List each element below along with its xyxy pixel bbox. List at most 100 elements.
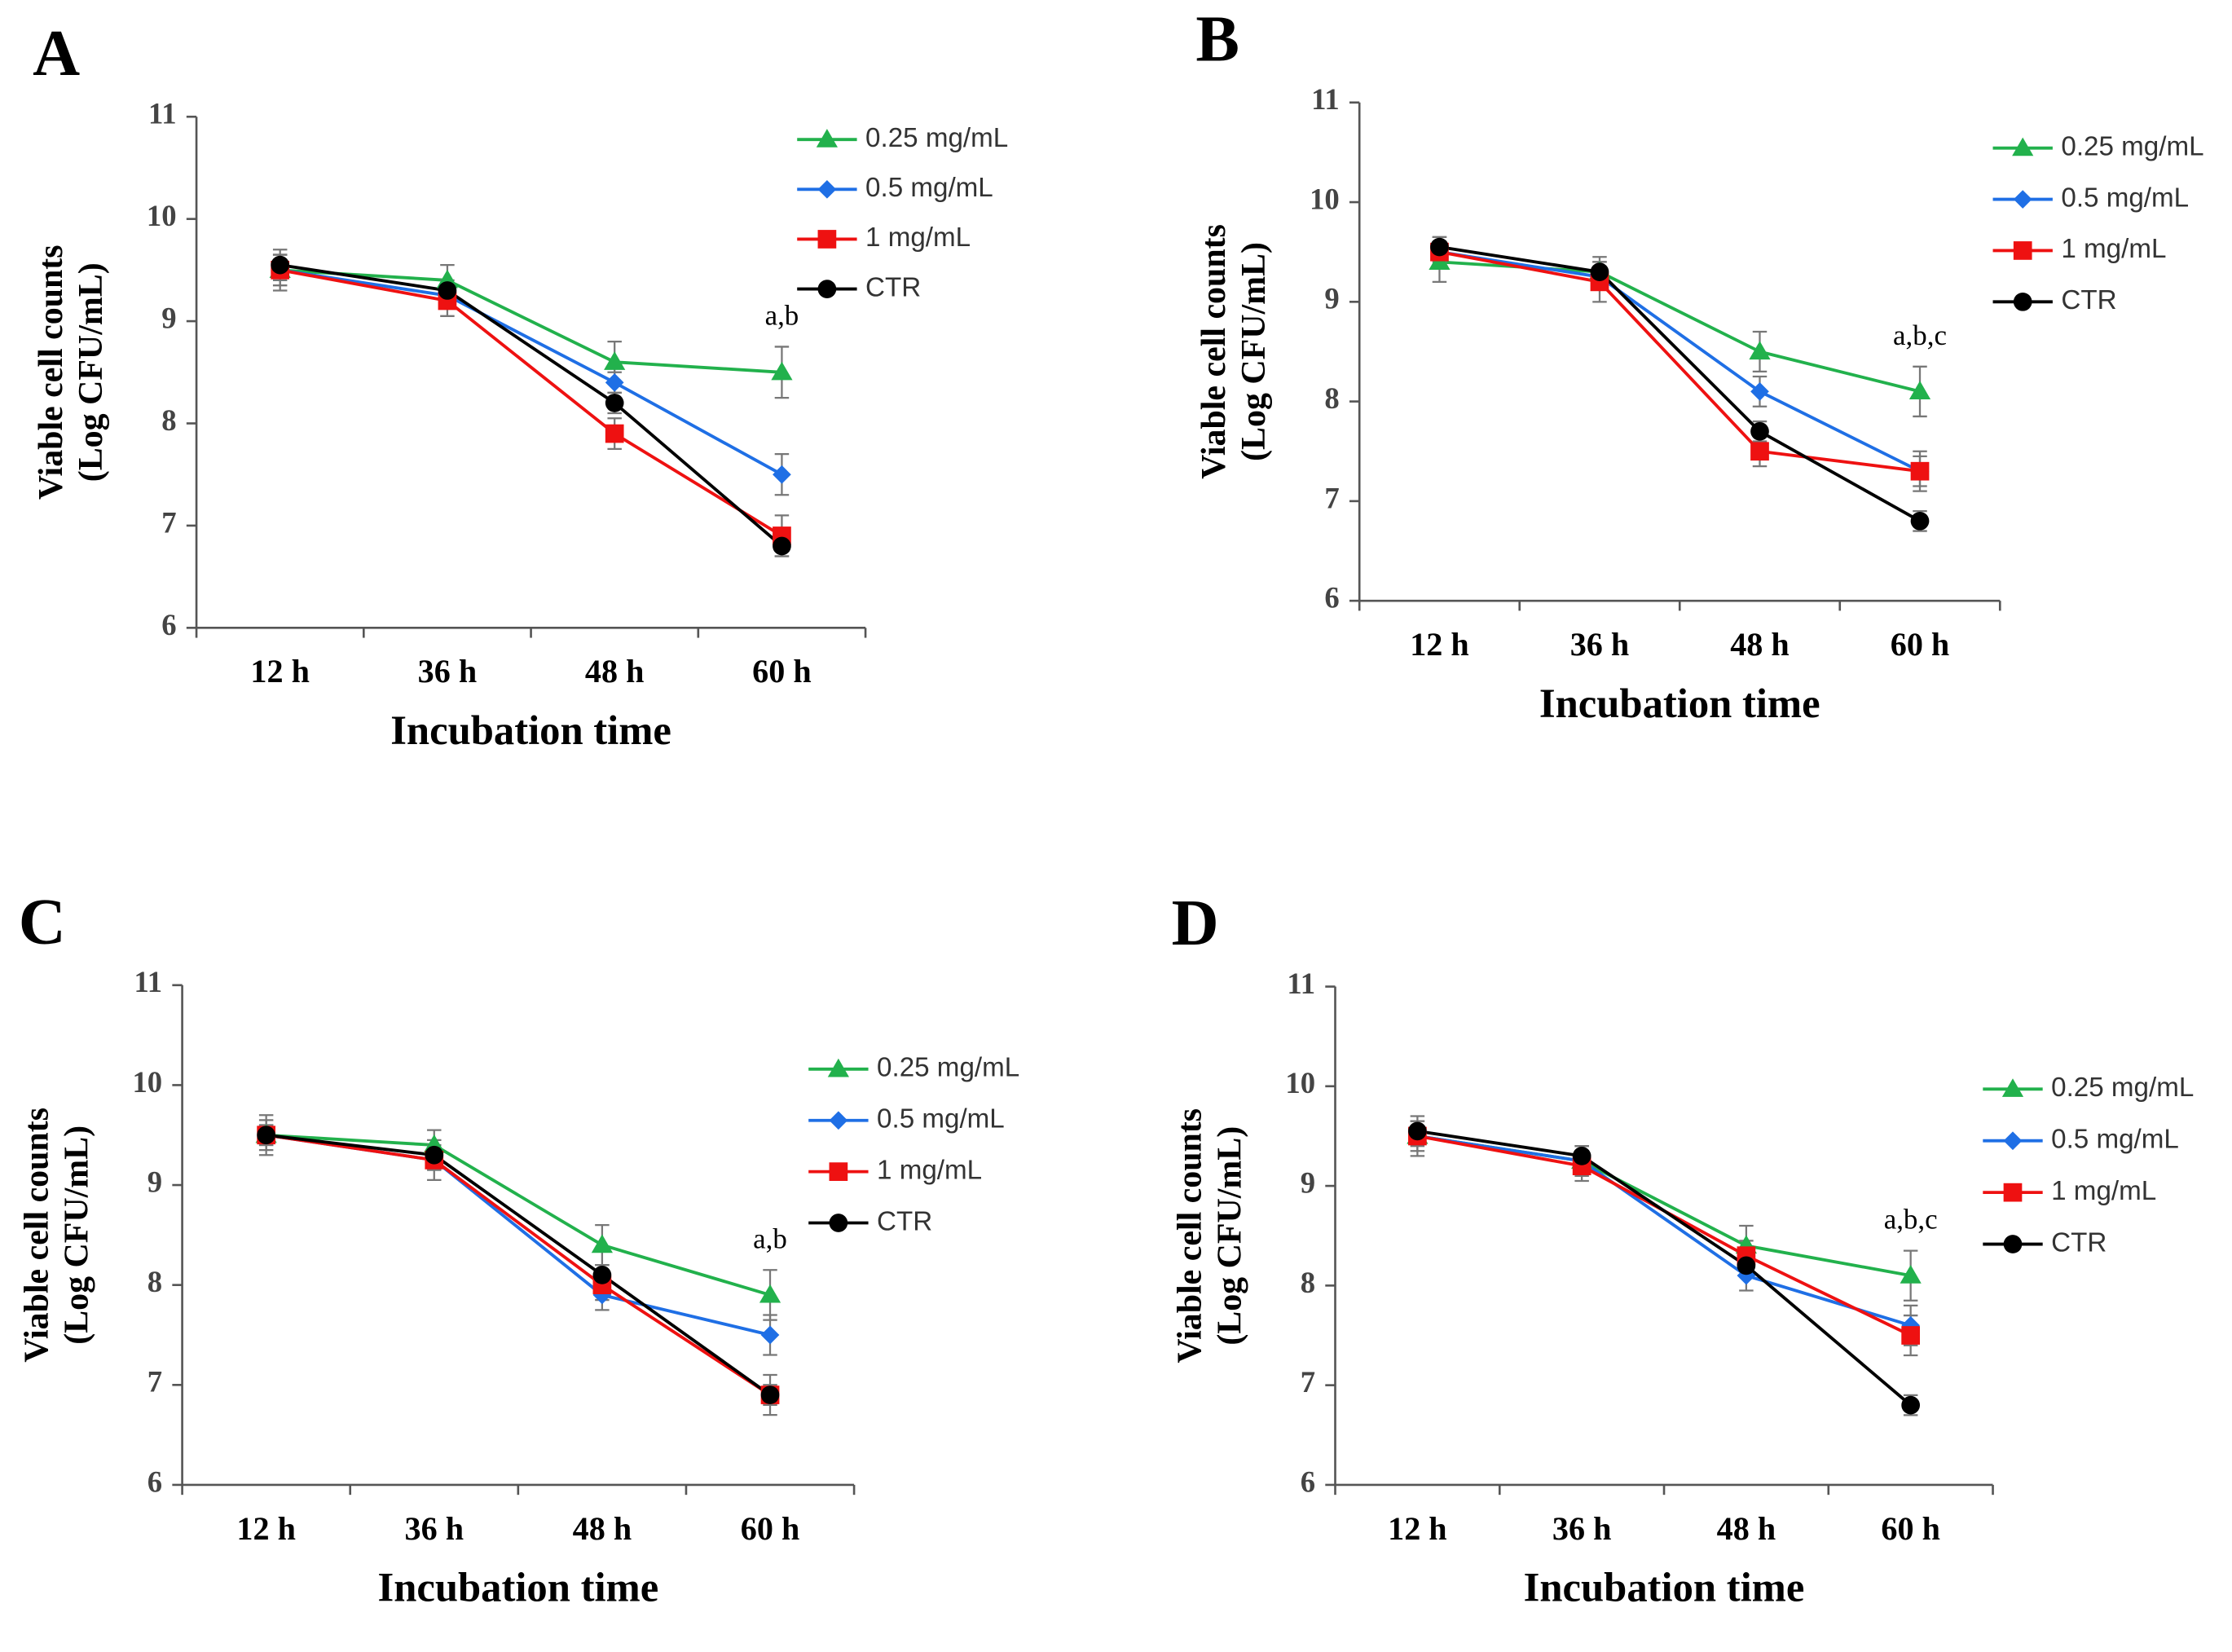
marker: [425, 1145, 444, 1165]
legend-label: 0.25 mg/mL: [877, 1053, 1019, 1083]
y-tick-label: 11: [1311, 82, 1340, 116]
y-tick-label: 9: [147, 1165, 162, 1198]
annotation: a,b,c: [1893, 319, 1947, 351]
x-tick-label: 48 h: [1717, 1510, 1776, 1547]
x-tick-label: 12 h: [1410, 626, 1469, 663]
y-tick-label: 11: [1287, 967, 1315, 1000]
annotation: a,b: [765, 300, 799, 332]
marker: [1750, 442, 1769, 461]
legend-label: CTR: [2051, 1227, 2107, 1258]
series-line: [1417, 1134, 1912, 1278]
y-tick-label: 10: [1285, 1066, 1315, 1099]
series-line: [280, 263, 783, 548]
marker: [1750, 382, 1769, 401]
x-tick-label: 36 h: [1552, 1510, 1612, 1547]
y-tick-label: 6: [147, 1465, 162, 1498]
marker: [591, 1234, 614, 1253]
y-tick-label: 8: [147, 1265, 162, 1298]
series-line: [1439, 245, 1921, 523]
marker: [771, 361, 793, 381]
panel-label: C: [19, 885, 66, 958]
marker: [1910, 511, 1930, 531]
y-tick-label: 7: [161, 505, 176, 539]
marker: [773, 465, 791, 484]
panel-label: D: [1172, 887, 1219, 959]
marker: [438, 281, 457, 300]
marker: [2003, 1183, 2023, 1202]
marker: [257, 1126, 276, 1145]
x-axis-title: Incubation time: [1539, 681, 1820, 726]
y-tick-label: 8: [1324, 381, 1339, 415]
series-line: [280, 268, 783, 476]
x-tick-label: 36 h: [418, 653, 478, 689]
chart-panel: A 6 7 8 9 10 11 12 h 36 h 48 h 60 h Incubation time…: [33, 17, 1008, 753]
y-tick-label: 11: [148, 97, 177, 130]
series-line: [1417, 1134, 1912, 1337]
marker: [817, 179, 837, 199]
x-tick-label: 12 h: [236, 1510, 296, 1547]
x-tick-label: 36 h: [405, 1510, 464, 1547]
marker: [2003, 1235, 2023, 1253]
x-axis-title: Incubation time: [1524, 1565, 1805, 1610]
y-axis-title: (Log CFU/mL): [1211, 1126, 1248, 1346]
y-tick-label: 6: [161, 608, 176, 641]
marker: [1910, 461, 1930, 481]
marker: [1430, 237, 1449, 257]
chart-panel: D 6 7 8 9 10 11 12 h 36 h 48 h 60 h Incubation time…: [1171, 887, 2194, 1610]
marker: [1590, 262, 1609, 281]
series-line: [1417, 1134, 1912, 1328]
y-tick-label: 7: [147, 1365, 162, 1399]
legend-label: CTR: [865, 272, 921, 302]
x-tick-label: 36 h: [1570, 626, 1630, 663]
series-line: [1417, 1129, 1912, 1407]
marker: [760, 1325, 780, 1345]
marker: [760, 1385, 780, 1404]
panel-label: A: [33, 17, 80, 90]
legend-label: CTR: [2061, 285, 2116, 315]
y-tick-label: 6: [1301, 1465, 1315, 1498]
y-tick-label: 9: [161, 302, 176, 335]
legend-label: 1 mg/mL: [2051, 1176, 2156, 1206]
legend-label: 0.5 mg/mL: [2051, 1124, 2179, 1154]
legend-label: 1 mg/mL: [2061, 234, 2166, 264]
series-line: [266, 1133, 772, 1397]
marker: [759, 1284, 781, 1303]
marker: [1900, 1265, 1922, 1284]
y-tick-label: 11: [134, 965, 162, 998]
marker: [605, 424, 624, 443]
marker: [605, 372, 624, 392]
x-tick-label: 12 h: [250, 653, 310, 689]
y-tick-label: 7: [1324, 481, 1339, 514]
marker: [829, 1214, 848, 1232]
x-axis-title: Incubation time: [378, 1565, 659, 1610]
marker: [1908, 381, 1931, 399]
marker: [1901, 1395, 1921, 1415]
x-tick-label: 12 h: [1388, 1510, 1447, 1547]
marker: [2013, 241, 2032, 260]
marker: [1750, 421, 1769, 441]
annotation: a,b,c: [1884, 1204, 1938, 1236]
y-tick-label: 9: [1324, 282, 1339, 315]
legend-label: 0.25 mg/mL: [2051, 1073, 2194, 1103]
y-tick-label: 10: [1310, 182, 1340, 215]
marker: [271, 255, 290, 275]
marker: [1749, 341, 1771, 360]
marker: [604, 351, 626, 370]
y-tick-label: 8: [161, 403, 176, 437]
x-tick-label: 48 h: [1730, 626, 1790, 663]
x-axis-title: Incubation time: [390, 707, 671, 753]
y-tick-label: 9: [1301, 1166, 1315, 1200]
marker: [2013, 292, 2032, 311]
chart-panel: C 6 7 8 9 10 11 12 h 36 h 48 h 60 h Incubation time…: [19, 885, 1020, 1610]
legend-label: 0.25 mg/mL: [2061, 131, 2203, 161]
y-axis-title: Viable cell counts: [1171, 1108, 1208, 1363]
y-axis-title: Viable cell counts: [1195, 224, 1233, 479]
series-line: [1439, 250, 1921, 474]
x-tick-label: 60 h: [741, 1510, 800, 1547]
x-tick-label: 48 h: [585, 653, 645, 689]
marker: [592, 1266, 612, 1284]
marker: [1737, 1256, 1756, 1275]
marker: [829, 1111, 848, 1130]
x-tick-label: 60 h: [752, 653, 812, 689]
x-tick-label: 60 h: [1891, 626, 1950, 663]
